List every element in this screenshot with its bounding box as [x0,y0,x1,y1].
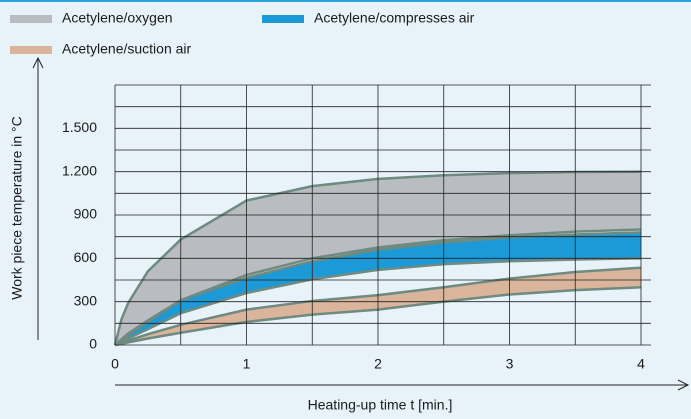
x-tick-label: 2 [374,356,382,372]
y-tick-label: 900 [74,206,98,222]
x-tick-label: 4 [637,356,645,372]
y-tick-label: 1.200 [62,162,97,178]
band-upper [114,266,642,347]
legend-swatch [10,15,52,23]
legend-label: Acetylene/oxygen [62,10,173,26]
legend-swatch [262,15,304,23]
y-tick-label: 1.500 [62,119,97,135]
top-border [0,0,691,2]
x-tick-label: 1 [243,356,251,372]
legend-label: Acetylene/suction air [62,41,192,57]
y-tick-label: 300 [74,292,98,308]
x-axis-label: Heating-up time t [min.] [308,397,453,413]
band-lower [114,257,642,347]
y-tick-label: 0 [89,336,97,352]
x-tick-label: 0 [111,356,119,372]
x-arrow-head [677,379,690,391]
y-tick-label: 600 [74,249,98,265]
band-lower [114,285,642,347]
y-arrow-head [32,56,44,69]
x-tick-label: 3 [506,356,514,372]
legend-swatch [10,46,52,54]
legend-label: Acetylene/compresses air [314,10,475,26]
y-axis-label: Work piece temperature in °C [9,116,25,300]
